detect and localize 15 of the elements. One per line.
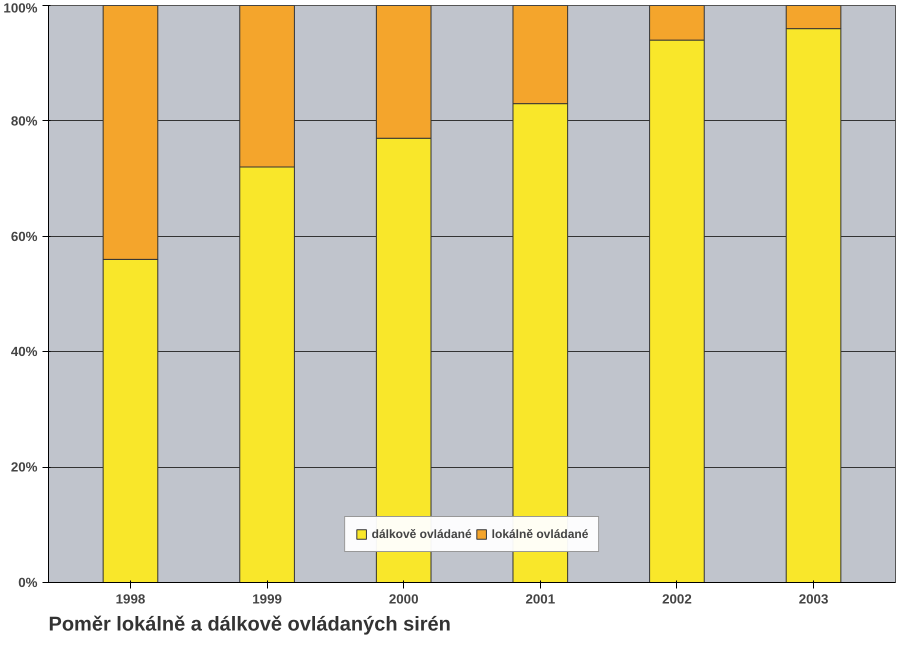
y-tick-label: 0% (18, 575, 38, 590)
x-tick-label: 1999 (252, 592, 282, 606)
y-tick-label: 60% (10, 228, 38, 244)
x-tick-label: 2000 (388, 592, 419, 606)
y-tick-label: 40% (10, 344, 38, 360)
legend-label: dálkově ovládané (372, 527, 472, 541)
y-tick-label: 20% (10, 460, 38, 475)
x-tick-label: 2002 (662, 592, 692, 606)
x-tick-label: 2003 (798, 592, 828, 606)
legend-label: lokálně ovládané (492, 527, 588, 541)
x-tick-label: 2001 (525, 592, 556, 606)
text: Poměr lokálně a dálkově ovládaných sirén (48, 614, 451, 636)
x-tick-label: 1998 (116, 592, 146, 606)
y-tick-label: 100% (3, 0, 38, 16)
y-tick-label: 80% (10, 113, 38, 128)
